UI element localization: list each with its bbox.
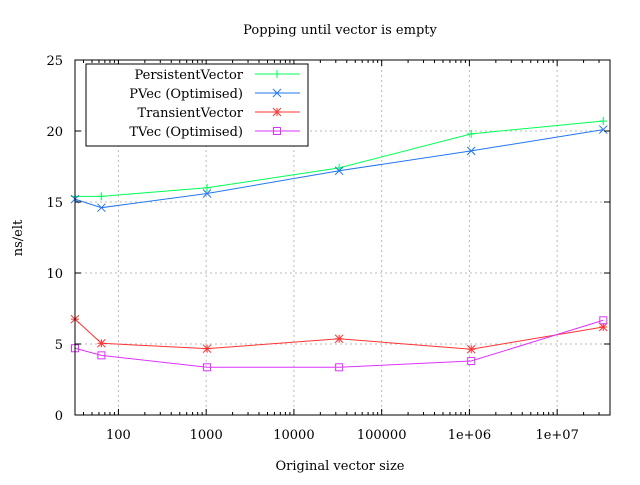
legend-label: PersistentVector: [134, 68, 243, 83]
data-point: [272, 107, 282, 117]
marker-stroke: [467, 357, 476, 366]
data-point: [467, 357, 476, 366]
ticks: 0 5 10 15 20 25 100 1000 10000 100000 1e+06 1e+07: [46, 54, 610, 443]
series-layer: [70, 117, 608, 372]
data-point: [97, 192, 106, 201]
marker-stroke: [335, 363, 344, 372]
y-tick-label: 20: [46, 125, 63, 140]
data-point: [97, 203, 106, 213]
marker-stroke: [97, 338, 106, 348]
legend-box: [85, 63, 309, 147]
plot-border: [74, 59, 611, 416]
data-point: [598, 322, 608, 332]
x-axis-label: Original vector size: [275, 459, 404, 474]
data-point: [334, 166, 344, 176]
marker-stroke: [203, 363, 212, 372]
data-point: [97, 351, 106, 360]
x-tick-label: 10000: [273, 428, 314, 443]
data-point: [273, 70, 281, 78]
marker-stroke: [599, 316, 608, 325]
data-point: [202, 344, 212, 354]
data-point: [599, 117, 608, 126]
y-tick-label: 5: [55, 338, 63, 353]
x-tick-label: 1000: [190, 428, 223, 443]
legend: PersistentVector PVec (Optimised) Transien…: [85, 63, 309, 147]
marker-stroke: [273, 127, 281, 135]
y-axis-label: ns/elt: [11, 219, 26, 256]
data-point: [598, 125, 608, 134]
marker-stroke: [598, 125, 608, 134]
grid: [75, 60, 610, 415]
x-tick-label: 100: [106, 428, 131, 443]
data-point: [466, 344, 476, 354]
marker-stroke: [202, 189, 212, 198]
data-point: [599, 316, 608, 325]
data-point: [467, 129, 476, 138]
data-point: [203, 183, 212, 192]
marker-stroke: [202, 344, 212, 354]
data-point: [466, 146, 476, 156]
y-tick-label: 10: [46, 267, 63, 282]
data-point: [273, 127, 281, 135]
marker-stroke: [97, 203, 106, 213]
chart-title: Popping until vector is empty: [243, 23, 437, 38]
marker-stroke: [334, 166, 344, 176]
legend-label: TransientVector: [137, 106, 243, 121]
data-point: [334, 334, 344, 344]
marker-stroke: [334, 334, 344, 344]
marker-stroke: [598, 322, 608, 332]
marker-stroke: [466, 146, 476, 156]
x-tick-label: 1e+06: [448, 428, 491, 443]
series-line: [74, 319, 604, 368]
x-tick-label: 100000: [357, 428, 407, 443]
y-tick-label: 25: [46, 54, 63, 69]
legend-label: PVec (Optimised): [129, 87, 243, 102]
y-tick-label: 0: [55, 409, 63, 424]
x-tick-label: 1e+07: [535, 428, 578, 443]
marker-stroke: [97, 351, 106, 360]
y-tick-label: 15: [46, 196, 63, 211]
series-line: [74, 318, 604, 350]
data-point: [335, 363, 344, 372]
marker-stroke: [466, 344, 476, 354]
series-line: [74, 129, 604, 209]
data-point: [97, 338, 106, 348]
marker-stroke: [272, 88, 282, 98]
data-point: [203, 363, 212, 372]
marker-stroke: [272, 107, 282, 117]
data-point: [202, 189, 212, 198]
legend-label: TVec (Optimised): [129, 125, 243, 140]
data-point: [272, 88, 282, 98]
series-line: [75, 120, 604, 197]
